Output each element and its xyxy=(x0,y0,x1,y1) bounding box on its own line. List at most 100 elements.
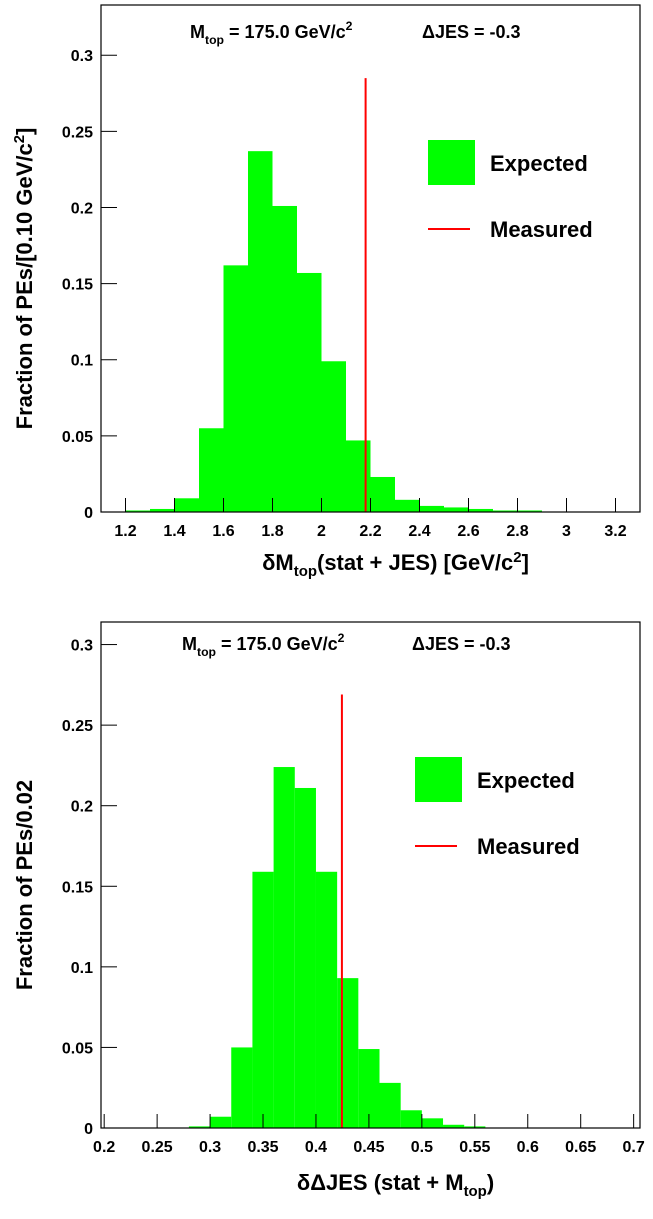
x-tick-label: 0.35 xyxy=(247,1139,278,1156)
x-tick-label: 0.5 xyxy=(411,1139,433,1156)
x-tick-label: 1.6 xyxy=(212,523,234,540)
x-tick-label: 2.6 xyxy=(457,523,479,540)
bar xyxy=(210,1116,232,1128)
y-axis-title-part: Fraction of PEs/[0.10 GeV/c xyxy=(12,143,37,429)
bar xyxy=(358,1049,380,1128)
y-tick-label: 0.1 xyxy=(71,353,93,370)
x-tick-label: 0.7 xyxy=(623,1139,645,1156)
x-tick-label: 0.55 xyxy=(459,1139,490,1156)
bar xyxy=(346,440,371,512)
x-axis-title-part: 2 xyxy=(513,549,521,566)
bar xyxy=(337,978,359,1128)
x-tick-label: 0.65 xyxy=(565,1139,596,1156)
bar xyxy=(125,510,150,512)
bar xyxy=(252,871,274,1128)
bar xyxy=(297,272,322,512)
frame xyxy=(100,621,641,1129)
bar xyxy=(493,510,518,512)
chart: 1.2 1.4 1.6 1.8 2 2.2 2.4 2.6 2.8 3 3.2 0 0.05 0.1 0.1… xyxy=(11,4,641,580)
bar xyxy=(223,265,248,512)
x-tick-label: 0.6 xyxy=(517,1139,539,1156)
bar xyxy=(370,476,395,512)
x-axis-title-part: ) xyxy=(487,1170,494,1195)
annotation: ΔJES = -0.3 xyxy=(422,22,521,42)
bar xyxy=(321,361,346,512)
x-axis-title-part: (stat + JES) [GeV/c xyxy=(317,550,513,575)
x-tick-label: 2.2 xyxy=(359,523,381,540)
annotation-part: 2 xyxy=(338,631,345,645)
bar xyxy=(174,498,199,512)
annotation-part: top xyxy=(197,645,216,659)
y-axis-title-part: ] xyxy=(12,128,37,135)
bar xyxy=(419,505,444,512)
bar xyxy=(395,499,420,512)
annotation-part: top xyxy=(205,33,224,47)
x-tick-label: 2 xyxy=(317,523,326,540)
x-axis-title: δΔJES (stat + Mtop) xyxy=(297,1170,494,1200)
annotation: Mtop = 175.0 GeV/c2 xyxy=(190,19,353,47)
y-tick-label: 0.3 xyxy=(71,638,93,655)
annotation: Mtop = 175.0 GeV/c2 xyxy=(182,631,345,659)
bar xyxy=(248,151,273,512)
bar xyxy=(273,767,295,1128)
x-tick-label: 0.4 xyxy=(305,1139,327,1156)
y-axis-title-part: Fraction of PEs/0.02 xyxy=(12,780,37,990)
x-axis-title-part: ] xyxy=(522,550,529,575)
legend-label: Measured xyxy=(477,834,580,859)
bar xyxy=(150,508,175,512)
y-tick-label: 0.2 xyxy=(71,799,93,816)
y-tick-label: 0.15 xyxy=(62,277,93,294)
y-axis-title: Fraction of PEs/0.02 xyxy=(12,780,37,990)
annotation-part: M xyxy=(182,634,197,654)
bar xyxy=(443,1124,465,1128)
annotation-part: = 175.0 GeV/c xyxy=(216,634,338,654)
x-tick-label: 2.8 xyxy=(506,523,528,540)
chart: 0.2 0.25 0.3 0.35 0.4 0.45 0.5 0.55 0.6 0.65 0.700… xyxy=(12,621,645,1200)
annotation: ΔJES = -0.3 xyxy=(412,634,511,654)
x-tick-label: 0.3 xyxy=(199,1139,221,1156)
x-tick-label: 3 xyxy=(562,523,571,540)
bar xyxy=(517,510,542,512)
x-axis-title-part: top xyxy=(294,563,317,580)
bar xyxy=(400,1110,422,1128)
annotation-part: = 175.0 GeV/c xyxy=(224,22,346,42)
x-tick-label: 1.2 xyxy=(114,523,136,540)
x-axis-title-part: δM xyxy=(262,550,294,575)
y-tick-label: 0.05 xyxy=(62,1040,93,1057)
x-axis-title: δMtop(stat + JES) [GeV/c2] xyxy=(262,549,529,580)
legend-swatch xyxy=(428,140,475,185)
annotation-part: M xyxy=(190,22,205,42)
bar xyxy=(231,1047,253,1128)
x-tick-label: 0.25 xyxy=(142,1139,173,1156)
y-tick-label: 0.25 xyxy=(62,718,93,735)
x-tick-label: 0.45 xyxy=(353,1139,384,1156)
y-axis-title: Fraction of PEs/[0.10 GeV/c2] xyxy=(11,128,37,430)
bar xyxy=(421,1118,444,1128)
bar xyxy=(199,428,224,512)
x-tick-label: 3.2 xyxy=(604,523,626,540)
annotation-part: 2 xyxy=(346,19,353,33)
bar xyxy=(379,1082,401,1128)
bar xyxy=(272,205,297,513)
x-tick-label: 2.4 xyxy=(408,523,430,540)
bar xyxy=(468,508,493,512)
bar xyxy=(444,507,469,512)
legend-label: Expected xyxy=(490,151,588,176)
y-tick-label: 0.3 xyxy=(71,48,93,65)
y-tick-label: 0.05 xyxy=(62,429,93,446)
bar xyxy=(188,1126,211,1128)
x-axis-title-part: δΔJES (stat + M xyxy=(297,1170,464,1195)
legend-swatch xyxy=(415,757,462,802)
y-tick-label: 0.25 xyxy=(62,124,93,141)
x-tick-label: 1.8 xyxy=(261,523,283,540)
x-axis-title-part: top xyxy=(464,1183,487,1200)
legend-label: Expected xyxy=(477,768,575,793)
bar xyxy=(294,787,316,1128)
y-axis-title-part: 2 xyxy=(11,135,28,143)
x-tick-label: 1.4 xyxy=(163,523,185,540)
y-tick-label: 0 xyxy=(84,505,93,522)
frame xyxy=(100,4,641,513)
x-tick-label: 0.2 xyxy=(93,1139,115,1156)
y-tick-label: 0.15 xyxy=(62,879,93,896)
